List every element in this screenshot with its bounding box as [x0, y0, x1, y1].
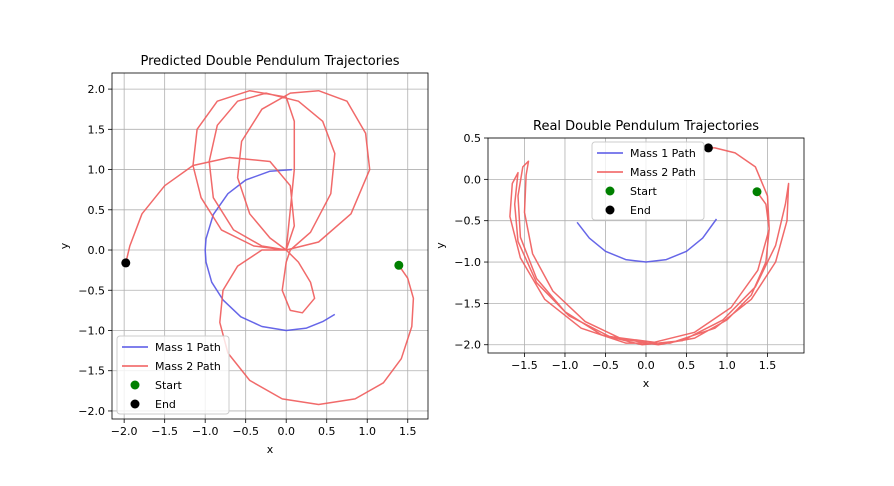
- legend-label: End: [155, 398, 176, 411]
- y-tick-label: 0.0: [464, 173, 482, 186]
- legend-marker-swatch: [130, 399, 140, 409]
- y-tick-label: 0.5: [464, 132, 482, 145]
- x-tick-label: 0.5: [678, 359, 696, 372]
- legend-label: Start: [155, 379, 183, 392]
- x-axis-label: x: [267, 443, 274, 456]
- legend-marker-swatch: [605, 186, 615, 196]
- legend-box: [591, 141, 705, 221]
- real-trajectories-chart: −1.5 −1.0 −0.5 0.0 0.5 1.0 1.5 −2.0 −1.5 −1.0 −0.5…: [434, 119, 805, 390]
- y-tick-label: 1.0: [88, 164, 106, 177]
- x-tick-label: −1.5: [511, 359, 538, 372]
- y-axis-label: y: [434, 242, 447, 249]
- chart-title: Predicted Double Pendulum Trajectories: [141, 54, 400, 69]
- y-tick-label: −2.0: [454, 339, 481, 352]
- plot-frame: [111, 72, 429, 420]
- legend-label: Mass 1 Path: [155, 341, 221, 354]
- x-tick-label: 1.0: [358, 425, 376, 438]
- y-tick-label: −1.0: [454, 256, 481, 269]
- x-tick-label: −2.0: [111, 425, 138, 438]
- legend: Mass 1 Path Mass 2 Path Start End: [116, 335, 230, 415]
- x-tick-label: 1.5: [399, 425, 417, 438]
- x-axis-label: x: [643, 377, 650, 390]
- y-axis-label: y: [58, 242, 71, 249]
- legend-label: End: [630, 204, 651, 217]
- x-tick-label: −0.5: [232, 425, 259, 438]
- y-tick-label: −0.5: [454, 215, 481, 228]
- y-tick-label: 2.0: [88, 83, 106, 96]
- series-line-mass-1-path: [576, 218, 718, 263]
- x-tick-label: 0.0: [637, 359, 655, 372]
- legend-box: [116, 335, 230, 415]
- y-tick-label: 0.0: [88, 244, 106, 257]
- y-tick-label: 1.5: [88, 123, 106, 136]
- series-line-mass-1-path: [204, 168, 336, 332]
- x-tick-label: −1.0: [552, 359, 579, 372]
- x-tick-label: 0.0: [277, 425, 295, 438]
- legend-marker-swatch: [130, 380, 140, 390]
- y-tick-label: −1.0: [78, 324, 105, 337]
- legend-label: Mass 2 Path: [155, 360, 221, 373]
- x-tick-label: 1.5: [759, 359, 777, 372]
- legend-label: Start: [630, 185, 658, 198]
- marker-start: [394, 260, 404, 270]
- series-line-mass-2-path: [125, 89, 415, 406]
- legend-marker-swatch: [605, 205, 615, 215]
- legend: Mass 1 Path Mass 2 Path Start End: [591, 141, 705, 221]
- x-tick-label: −0.5: [592, 359, 619, 372]
- y-tick-label: −0.5: [78, 284, 105, 297]
- y-tick-label: −1.5: [78, 365, 105, 378]
- x-tick-label: 1.0: [718, 359, 736, 372]
- y-tick-label: 0.5: [88, 204, 106, 217]
- x-tick-label: −1.0: [192, 425, 219, 438]
- marker-start: [752, 187, 762, 197]
- predicted-trajectories-chart: −2.0 −1.5 −1.0 −0.5 0.0 0.5 1.0 1.5 −2.0 −1.5 −1.0…: [58, 54, 429, 456]
- x-tick-label: 0.5: [318, 425, 336, 438]
- marker-end: [703, 143, 713, 153]
- y-tick-label: −2.0: [78, 405, 105, 418]
- marker-end: [121, 258, 131, 268]
- legend-label: Mass 2 Path: [630, 166, 696, 179]
- y-tick-label: −1.5: [454, 297, 481, 310]
- x-tick-label: −1.5: [151, 425, 178, 438]
- legend-label: Mass 1 Path: [630, 147, 696, 160]
- chart-title: Real Double Pendulum Trajectories: [533, 119, 759, 134]
- series-line-mass-2-path: [509, 147, 790, 346]
